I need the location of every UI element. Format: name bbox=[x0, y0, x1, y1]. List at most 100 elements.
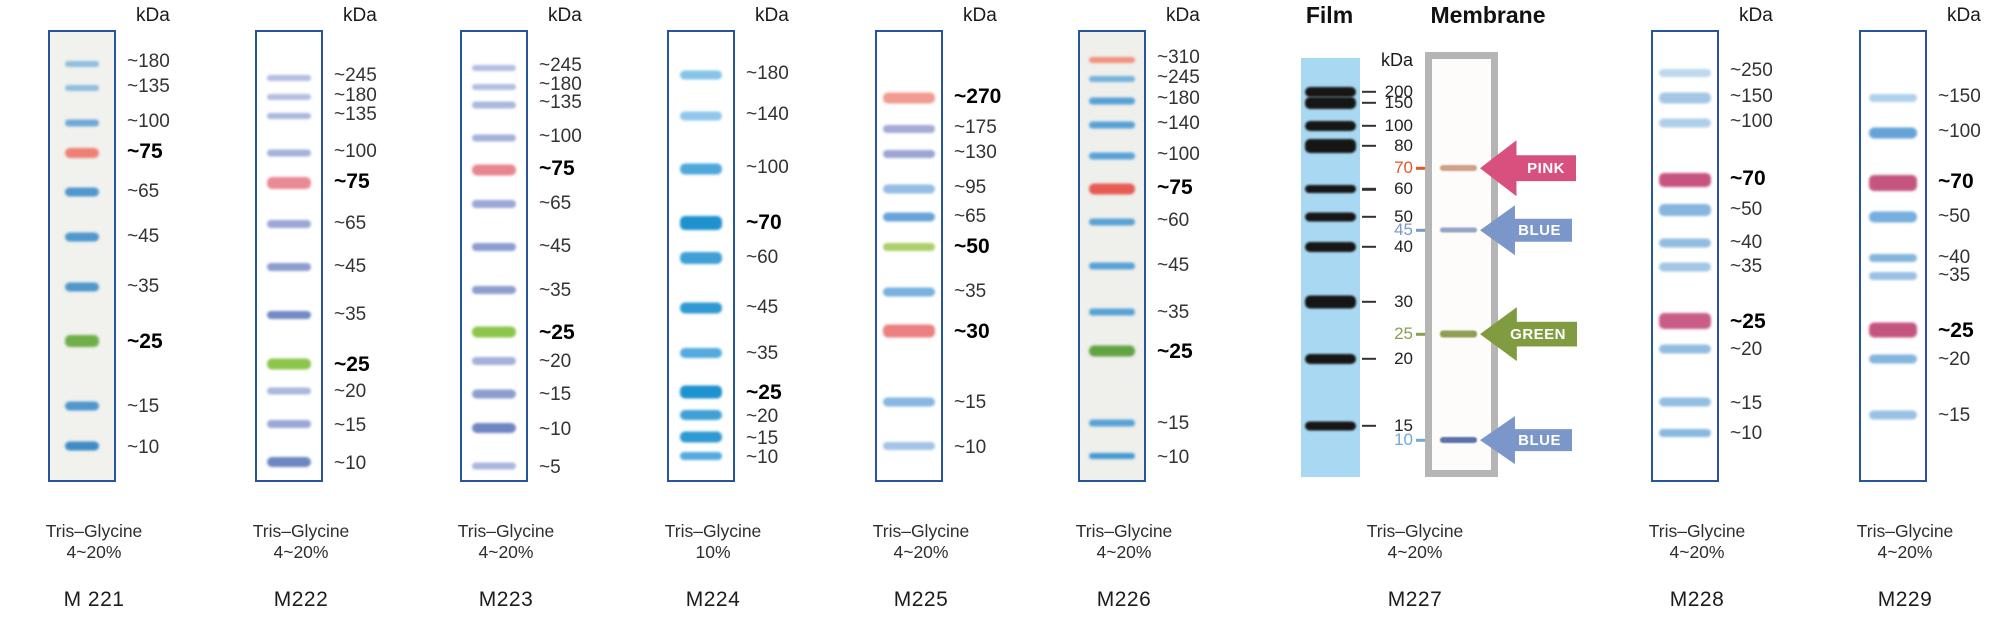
lane-group-m227: Film Membrane kDa 200 150 100 80 70 60 50 45 40 30 25… bbox=[1285, 0, 1615, 638]
band-40 bbox=[1659, 238, 1711, 248]
lane-group-m223: kDa ~245 ~180 ~135 ~100 ~75 ~65 ~45 ~35 ~25 ~20 ~15… bbox=[412, 0, 619, 638]
band-180 bbox=[1088, 97, 1136, 105]
scale-label: 20 bbox=[1394, 348, 1413, 368]
lane-name: M227 bbox=[1387, 588, 1443, 611]
mw-label: ~70 bbox=[746, 211, 782, 234]
band-65 bbox=[882, 212, 936, 222]
band-35 bbox=[1088, 308, 1136, 316]
gel-type-line2: 4~20% bbox=[66, 542, 122, 562]
scale-tick bbox=[1362, 424, 1376, 428]
band-25 bbox=[679, 385, 723, 399]
gel-type-line1: Tris–Glycine bbox=[872, 521, 970, 541]
band-310 bbox=[1088, 56, 1136, 63]
band-245 bbox=[471, 64, 517, 71]
band-45 bbox=[266, 262, 312, 271]
band-135 bbox=[266, 113, 312, 120]
scale-label: 80 bbox=[1394, 135, 1413, 155]
band-70 bbox=[1659, 172, 1711, 187]
gel-type-line1: Tris–Glycine bbox=[1648, 521, 1746, 541]
mw-label: ~60 bbox=[1157, 210, 1190, 232]
gel-type-line1: Tris–Glycine bbox=[664, 521, 762, 541]
band-45 bbox=[1088, 262, 1136, 270]
band-10 bbox=[64, 441, 100, 451]
gel-type-line2: 4~20% bbox=[478, 542, 534, 562]
gel-lane bbox=[48, 30, 116, 482]
mw-label: ~100 bbox=[1938, 121, 1981, 143]
band-245 bbox=[1088, 76, 1136, 83]
scale-tick bbox=[1362, 90, 1376, 94]
mw-label: ~65 bbox=[334, 212, 367, 234]
kda-unit-label: kDa bbox=[136, 5, 170, 26]
mw-label: ~75 bbox=[127, 140, 163, 164]
gel-type-line2: 4~20% bbox=[1096, 542, 1152, 562]
mw-label: ~15 bbox=[746, 428, 779, 450]
mw-label: ~25 bbox=[1938, 319, 1974, 343]
gel-type-line1: Tris–Glycine bbox=[45, 521, 143, 541]
band-75 bbox=[1088, 183, 1136, 195]
mw-label: ~100 bbox=[127, 111, 170, 133]
mw-label: ~180 bbox=[746, 62, 789, 84]
mw-label: ~75 bbox=[539, 157, 575, 181]
band-25 bbox=[64, 335, 100, 348]
gel-type-label: Tris–Glycine 4~20% bbox=[1649, 521, 1746, 563]
band-150 bbox=[1659, 92, 1711, 104]
mw-label: ~35 bbox=[1157, 301, 1190, 323]
mw-label: ~25 bbox=[334, 352, 370, 376]
mw-label: ~45 bbox=[1157, 254, 1190, 276]
arrow-label: PINK bbox=[1527, 159, 1565, 177]
mw-label: ~50 bbox=[1730, 198, 1763, 220]
membrane-panel bbox=[1425, 52, 1498, 477]
scale-label: 40 bbox=[1394, 236, 1413, 256]
scale-tick bbox=[1362, 101, 1376, 105]
gel-lane bbox=[1651, 30, 1719, 482]
band-10 bbox=[471, 423, 517, 434]
band-100 bbox=[471, 134, 517, 142]
scale-label: 10 bbox=[1394, 430, 1413, 450]
mw-label: ~250 bbox=[1730, 60, 1773, 82]
lane-name: M 221 bbox=[63, 588, 125, 611]
film-band bbox=[1305, 96, 1356, 109]
band-70 bbox=[679, 216, 723, 231]
mw-label: ~180 bbox=[127, 51, 170, 73]
gel-type-line2: 4~20% bbox=[893, 542, 949, 562]
mw-label: ~35 bbox=[1730, 255, 1763, 277]
band-35 bbox=[64, 282, 100, 292]
mw-label: ~245 bbox=[539, 55, 582, 77]
band-100 bbox=[1868, 127, 1918, 139]
gel-type-line2: 4~20% bbox=[273, 542, 329, 562]
band-65 bbox=[266, 220, 312, 229]
film-band bbox=[1305, 138, 1356, 153]
band-50 bbox=[1659, 204, 1711, 217]
mw-label: ~175 bbox=[954, 117, 997, 139]
gel-type-line2: 4~20% bbox=[1877, 542, 1933, 562]
scale-label: 25 bbox=[1394, 324, 1413, 344]
gel-lane bbox=[1078, 30, 1146, 482]
band-50 bbox=[1868, 211, 1918, 223]
band-140 bbox=[1088, 121, 1136, 129]
band-175 bbox=[882, 125, 936, 134]
scale-tick-colored bbox=[1416, 229, 1429, 232]
band-15 bbox=[679, 431, 723, 443]
lane-name: M228 bbox=[1669, 588, 1725, 611]
band-15 bbox=[64, 401, 100, 411]
scale-label: 70 bbox=[1394, 158, 1413, 178]
band-60 bbox=[679, 251, 723, 264]
band-25 bbox=[1868, 322, 1918, 338]
membrane-band bbox=[1439, 437, 1478, 444]
mw-label: ~25 bbox=[127, 329, 163, 353]
membrane-band bbox=[1439, 227, 1478, 233]
mw-label: ~10 bbox=[127, 437, 160, 459]
band-100 bbox=[1659, 118, 1711, 128]
band-135 bbox=[64, 85, 100, 92]
gel-type-line1: Tris–Glycine bbox=[1075, 521, 1173, 541]
band-25 bbox=[266, 358, 312, 370]
mw-label: ~35 bbox=[954, 281, 987, 303]
mw-label: ~70 bbox=[1938, 169, 1974, 193]
mw-label: ~25 bbox=[1730, 309, 1766, 333]
mw-label: ~15 bbox=[127, 395, 160, 417]
mw-label: ~180 bbox=[334, 84, 377, 106]
gel-lane bbox=[1859, 30, 1927, 482]
mw-label: ~10 bbox=[954, 437, 987, 459]
band-270 bbox=[882, 92, 936, 104]
